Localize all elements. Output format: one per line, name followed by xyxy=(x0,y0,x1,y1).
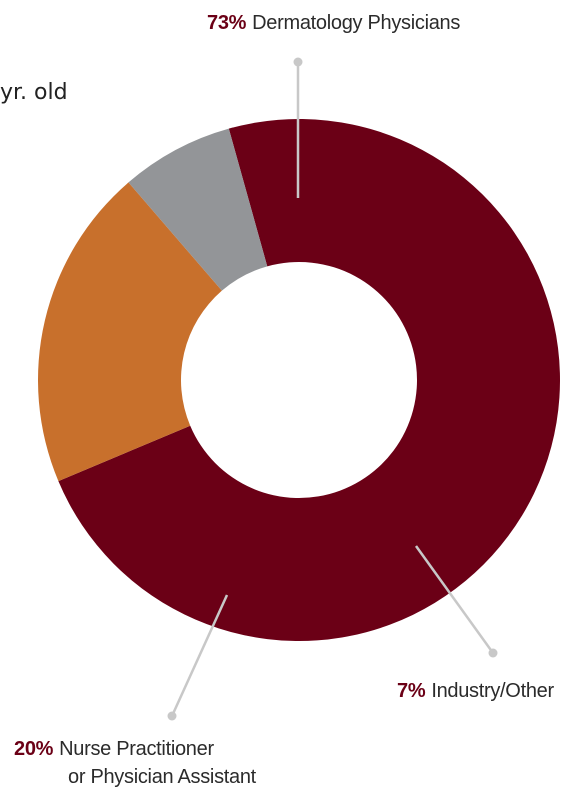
label-industry-text: Industry/Other xyxy=(431,680,554,702)
label-nurse-line1: 20% Nurse Practitioner xyxy=(14,738,214,761)
label-dermatology-text: Dermatology Physicians xyxy=(252,12,461,34)
label-dermatology-percent: 73% xyxy=(207,12,247,34)
leader-line-nurse xyxy=(170,594,229,717)
label-dermatology: 73% Dermatology Physicians xyxy=(207,12,460,35)
leader-line-nurse-dot xyxy=(167,711,177,721)
leader-line-dermatology-dot xyxy=(293,57,303,67)
label-nurse-text-line2: or Physician Assistant xyxy=(68,766,256,788)
label-nurse-line2: or Physician Assistant xyxy=(68,766,256,789)
slice-dermatology xyxy=(58,118,561,641)
label-nurse-text-line1: Nurse Practitioner xyxy=(59,738,214,760)
leader-line-industry xyxy=(414,545,495,654)
slice-nurse xyxy=(128,128,268,291)
cropped-header-text: yr. old xyxy=(0,80,68,105)
label-industry-percent: 7% xyxy=(397,680,426,702)
slice-industry xyxy=(38,182,222,482)
label-industry: 7% Industry/Other xyxy=(397,680,554,703)
leader-line-industry-dot xyxy=(488,648,498,658)
label-nurse-percent: 20% xyxy=(14,738,54,760)
